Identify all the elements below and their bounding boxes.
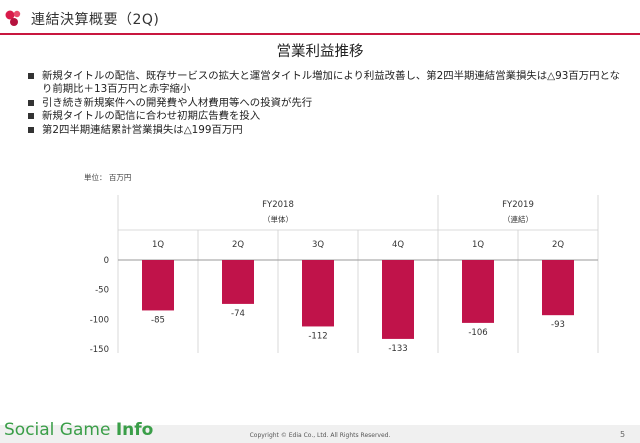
category-tick-label: 2Q <box>232 240 244 250</box>
watermark-bold-text: Info <box>115 420 154 440</box>
copyright-text: Copyright © Edia Co., Ltd. All Rights Re… <box>249 432 391 439</box>
company-logo-icon <box>5 10 21 26</box>
bullet-item: 第2四半期連結累計営業損失は△199百万円 <box>28 124 628 137</box>
group-sublabel: （単体） <box>263 214 293 224</box>
bullet-list: 新規タイトルの配信、既存サービスの拡大と運営タイトル増加により利益改善し、第2四… <box>28 70 628 137</box>
slide-title: 営業利益推移 <box>276 44 364 60</box>
y-tick-label: 0 <box>104 256 109 266</box>
bar <box>142 260 174 311</box>
header-title: 連結決算概要（2Q) <box>31 12 160 28</box>
category-tick-label: 1Q <box>152 240 164 250</box>
data-label: -133 <box>388 344 407 354</box>
bar <box>222 260 254 304</box>
bullet-item: 新規タイトルの配信に合わせ初期広告費を投入 <box>28 110 628 123</box>
footer-band <box>0 425 640 443</box>
bar <box>542 260 574 316</box>
data-label: -93 <box>551 320 565 330</box>
unit-label: 単位： 百万円 <box>84 173 132 182</box>
y-tick-label: -100 <box>90 315 109 325</box>
bullet-text: 新規タイトルの配信、既存サービスの拡大と運営タイトル増加により利益改善し、第2四… <box>42 70 621 96</box>
group-sublabel: （連結） <box>503 214 533 224</box>
bullet-square-icon <box>28 73 34 79</box>
bullet-text: 新規タイトルの配信に合わせ初期広告費を投入 <box>42 110 261 123</box>
data-label: -106 <box>468 328 487 338</box>
page-number: 5 <box>620 430 626 439</box>
data-label: -112 <box>308 331 327 341</box>
bullet-item: 引き続き新規案件への開発費や人材費用等への投資が先行 <box>28 97 628 110</box>
bullet-square-icon <box>28 113 34 120</box>
bullet-text: 引き続き新規案件への開発費や人材費用等への投資が先行 <box>42 96 313 109</box>
group-label: FY2019 <box>502 200 534 210</box>
slide-header: 連結決算概要（2Q) <box>0 0 640 35</box>
category-tick-label: 3Q <box>312 240 324 250</box>
bar <box>462 260 494 323</box>
bullet-text: 第2四半期連結累計営業損失は△199百万円 <box>42 123 243 136</box>
header-divider <box>0 33 640 35</box>
category-tick-label: 2Q <box>552 240 564 250</box>
group-label: FY2018 <box>262 200 294 210</box>
y-tick-label: -50 <box>95 286 109 296</box>
category-tick-label: 4Q <box>392 240 404 250</box>
bullet-item: 新規タイトルの配信、既存サービスの拡大と運営タイトル増加により利益改善し、第2四… <box>28 70 628 97</box>
category-tick-label: 1Q <box>472 240 484 250</box>
bar <box>382 260 414 339</box>
watermark-text: Social Game <box>4 420 116 440</box>
bullet-square-icon <box>28 126 34 133</box>
data-label: -74 <box>231 309 245 319</box>
watermark: Social Game Info <box>4 420 153 440</box>
bullet-square-icon <box>28 99 34 106</box>
y-tick-label: -150 <box>90 345 109 355</box>
data-label: -85 <box>151 315 165 325</box>
bar <box>302 260 334 327</box>
